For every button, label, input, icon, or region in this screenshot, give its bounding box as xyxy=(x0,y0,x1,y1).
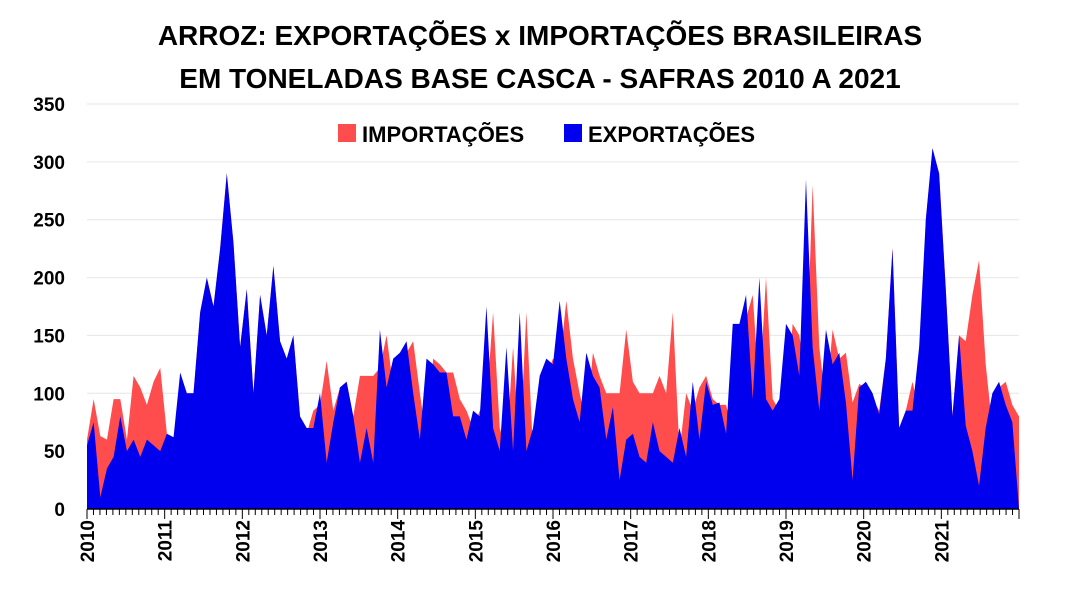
x-tick-label-2019: 2019 xyxy=(777,520,798,562)
x-tick-label-2014: 2014 xyxy=(389,520,410,563)
x-tick-label-2016: 2016 xyxy=(544,520,565,562)
y-tick-label-150: 150 xyxy=(33,326,65,347)
legend-swatch-exportacoes xyxy=(564,124,582,142)
y-tick-label-0: 0 xyxy=(54,500,65,521)
x-tick-label-2011: 2011 xyxy=(156,520,177,562)
y-tick-label-350: 350 xyxy=(33,95,65,116)
y-tick-label-250: 250 xyxy=(33,211,65,232)
area-series xyxy=(87,147,1019,510)
x-tick-label-2012: 2012 xyxy=(233,520,254,562)
y-axis-ticks: 0 50 100 150 200 250 300 350 xyxy=(33,95,65,521)
axes xyxy=(86,508,1020,519)
x-axis-ticks: 2010 2011 2012 2013 2014 2015 2016 2017 2018 2019… xyxy=(78,520,953,563)
x-tick-label-2018: 2018 xyxy=(699,520,720,562)
legend-swatch-importacoes xyxy=(338,124,356,142)
legend-label-importacoes: IMPORTAÇÕES xyxy=(362,122,524,147)
legend-label-exportacoes: EXPORTAÇÕES xyxy=(588,122,755,147)
y-tick-label-50: 50 xyxy=(44,442,65,463)
y-tick-label-100: 100 xyxy=(33,384,65,405)
x-tick-label-2010: 2010 xyxy=(78,520,99,562)
legend: IMPORTAÇÕES EXPORTAÇÕES xyxy=(338,122,755,147)
chart-title-line-2: EM TONELADAS BASE CASCA - SAFRAS 2010 A … xyxy=(179,63,900,94)
y-tick-label-200: 200 xyxy=(33,269,65,290)
x-tick-label-2013: 2013 xyxy=(311,520,332,562)
x-tick-label-2021: 2021 xyxy=(932,520,953,563)
area-exportacoes xyxy=(87,147,1019,509)
y-tick-label-300: 300 xyxy=(33,153,65,174)
chart-title-line-1: ARROZ: EXPORTAÇÕES x IMPORTAÇÕES BRASILE… xyxy=(158,20,922,51)
x-tick-label-2015: 2015 xyxy=(466,520,487,563)
x-tick-label-2020: 2020 xyxy=(855,520,876,562)
x-tick-label-2017: 2017 xyxy=(622,520,643,562)
